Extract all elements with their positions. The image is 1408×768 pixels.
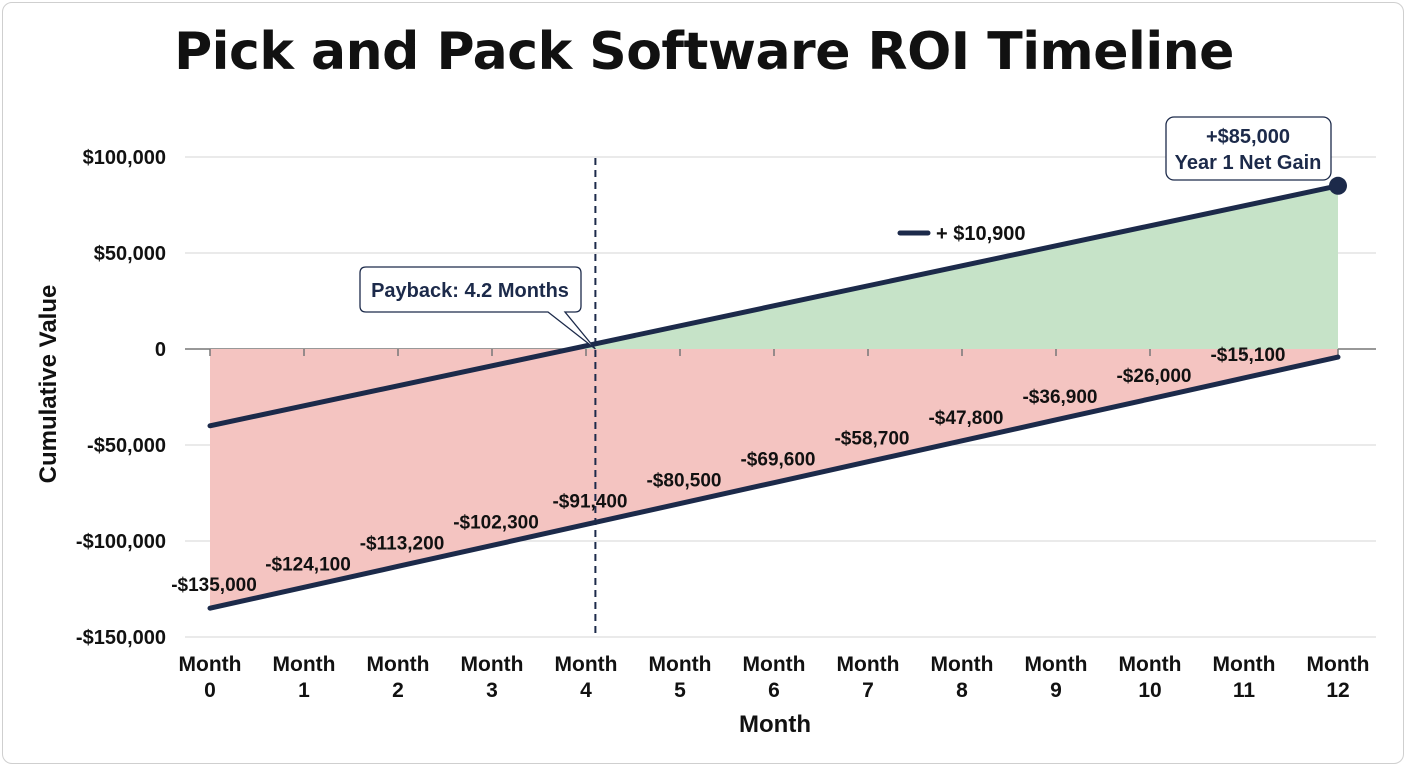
x-tick-label: Month [1307, 653, 1370, 676]
payback-callout [359, 266, 596, 350]
year-gain-box [1165, 116, 1332, 181]
x-tick-label: Month [1119, 653, 1182, 676]
x-axis-title: Month [739, 711, 811, 738]
x-tick-label: 12 [1326, 679, 1349, 702]
data-label: -$36,900 [1022, 387, 1097, 408]
x-tick-label: 11 [1233, 679, 1256, 702]
cumulative-cost-line [207, 354, 1341, 611]
y-axis-title: Cumulative Value [35, 285, 62, 484]
x-tick-label: 0 [204, 679, 216, 702]
x-tick-label: Month [179, 653, 242, 676]
x-tick-label: Month [1213, 653, 1276, 676]
x-tick-label: 2 [392, 679, 404, 702]
year-gain-label: Year 1 Net Gain [1175, 152, 1322, 174]
x-tick-label: 6 [768, 679, 780, 702]
x-tick-label: 5 [674, 679, 686, 702]
x-tick-label: 1 [298, 679, 310, 702]
data-label: -$80,500 [646, 471, 721, 492]
y-tick-label: $50,000 [94, 243, 166, 265]
data-label: -$26,000 [1116, 366, 1191, 387]
y-tick-label: -$50,000 [87, 435, 166, 457]
x-tick-label: 7 [862, 679, 874, 702]
year-gain-value: +$85,000 [1206, 126, 1290, 148]
x-tick-label: 8 [956, 679, 968, 702]
x-tick-label: Month [649, 653, 712, 676]
x-tick-label: Month [931, 653, 994, 676]
y-tick-label: -$100,000 [76, 531, 166, 553]
data-label: -$58,700 [834, 429, 909, 450]
data-label: -$113,200 [360, 533, 445, 554]
data-label: -$124,100 [265, 554, 351, 575]
x-tick-label: 10 [1138, 679, 1161, 702]
x-tick-label: Month [461, 653, 524, 676]
x-tick-label: 4 [580, 679, 592, 702]
y-tick-label: -$150,000 [76, 627, 166, 649]
x-tick-label: Month [837, 653, 900, 676]
data-label: -$135,000 [171, 575, 257, 596]
x-tick-label: Month [743, 653, 806, 676]
data-label: -$47,800 [928, 408, 1003, 429]
y-tick-label: $100,000 [83, 147, 166, 169]
year-end-marker [1329, 176, 1347, 195]
data-label: -$15,100 [1210, 345, 1285, 366]
legend-label: + $10,900 [936, 223, 1026, 245]
payback-label: Payback: 4.2 Months [371, 280, 569, 302]
net-value-line [207, 183, 1341, 429]
x-tick-label: Month [1025, 653, 1088, 676]
x-tick-label: Month [555, 653, 618, 676]
x-tick-label: 9 [1050, 679, 1062, 702]
data-label: -$91,400 [552, 491, 627, 512]
chart-title: Pick and Pack Software ROI Timeline [174, 22, 1234, 82]
y-tick-label: 0 [155, 339, 166, 361]
x-tick-label: Month [273, 653, 336, 676]
data-label: -$102,300 [453, 512, 539, 533]
data-label: -$69,600 [740, 450, 815, 471]
x-tick-label: 3 [486, 679, 498, 702]
x-tick-label: Month [367, 653, 430, 676]
